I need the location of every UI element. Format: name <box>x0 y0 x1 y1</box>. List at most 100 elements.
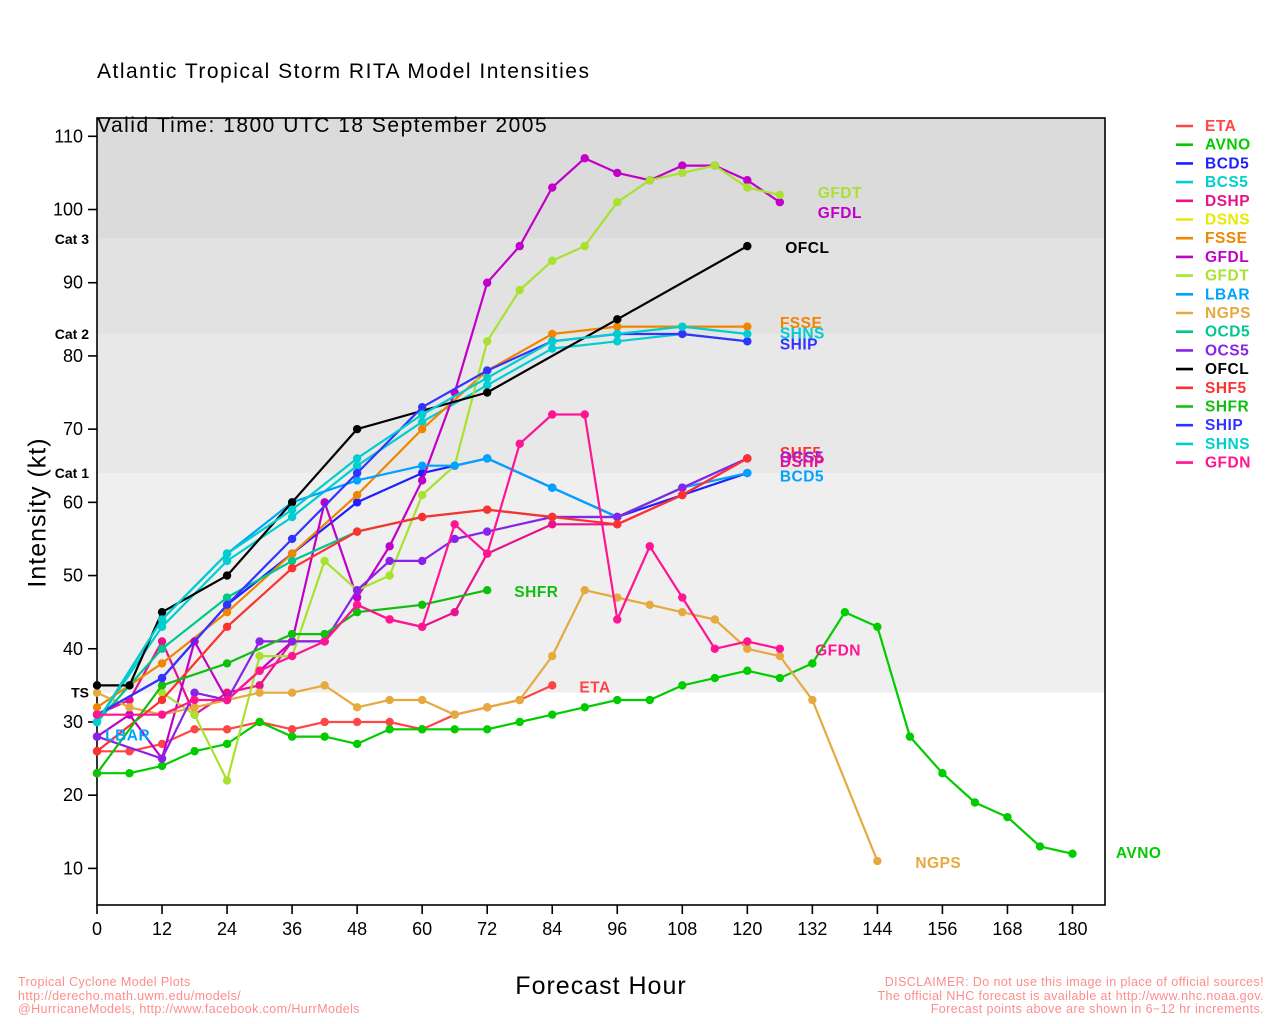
series-point-NGPS <box>645 600 654 610</box>
series-point-BCD5 <box>352 498 362 507</box>
series-point-SHNS <box>222 549 232 558</box>
series-point-LBAR <box>450 461 459 470</box>
series-point-SHNS <box>613 329 622 339</box>
series-point-SHIP <box>482 366 492 375</box>
x-tick-label: 60 <box>412 919 432 939</box>
series-point-SHIP <box>157 673 167 683</box>
series-label-GFDT: GFDT <box>818 185 862 202</box>
series-point-NGPS <box>743 644 752 653</box>
footer-left-line3[interactable]: @HurricaneModels, http://www.facebook.co… <box>18 1002 360 1016</box>
category-label: TS <box>71 685 89 701</box>
series-point-GFDN <box>352 600 362 610</box>
y-tick-label: 90 <box>63 273 83 293</box>
series-point-FSSE <box>92 703 102 712</box>
series-point-AVNO <box>255 717 264 727</box>
series-point-GFDT <box>190 710 199 719</box>
series-point-NGPS <box>255 688 264 697</box>
series-point-AVNO <box>873 622 882 632</box>
x-tick-label: 24 <box>217 919 237 939</box>
series-point-NGPS <box>92 688 102 697</box>
chart-title-line1: Atlantic Tropical Storm RITA Model Inten… <box>97 60 591 83</box>
series-point-NGPS <box>808 695 817 705</box>
series-label-SHIP: SHIP <box>780 337 818 354</box>
series-point-AVNO <box>548 710 557 719</box>
series-point-LBAR <box>417 461 427 470</box>
series-point-SHIP <box>417 402 427 412</box>
series-point-OFCL <box>125 681 134 690</box>
series-point-GFDT <box>645 176 654 185</box>
series-point-GFDN <box>287 651 297 661</box>
series-point-SHIP <box>352 468 362 478</box>
legend-label-BCD5: BCD5 <box>1205 155 1249 172</box>
series-point-GFDN <box>417 622 427 632</box>
series-point-AVNO <box>222 739 232 749</box>
x-tick-label: 96 <box>607 919 627 939</box>
legend-label-SHFR: SHFR <box>1205 399 1249 416</box>
footer-left-line2[interactable]: http://derecho.math.uwm.edu/models/ <box>18 988 242 1003</box>
series-point-OCS5 <box>417 556 427 566</box>
series-point-FSSE <box>222 607 232 617</box>
series-point-GFDL <box>482 278 492 287</box>
series-point-SHNS <box>92 717 102 727</box>
x-tick-label: 12 <box>152 919 172 939</box>
series-point-ETA <box>287 725 297 734</box>
series-point-DSHP <box>548 520 557 529</box>
series-point-GFDT <box>548 256 557 265</box>
series-point-GFDN <box>255 666 264 675</box>
legend-label-SHF5: SHF5 <box>1205 380 1247 397</box>
series-point-GFDL <box>613 168 622 178</box>
y-tick-label: 80 <box>63 346 83 366</box>
series-point-LBAR <box>548 483 557 492</box>
x-tick-label: 72 <box>477 919 497 939</box>
series-point-FSSE <box>157 659 167 668</box>
series-point-BCS5 <box>548 344 557 353</box>
footer-right-line2: The official NHC forecast is available a… <box>877 988 1264 1003</box>
series-point-OCS5 <box>613 512 622 522</box>
category-label: Cat 3 <box>55 231 89 247</box>
series-point-AVNO <box>385 725 394 734</box>
series-point-OCS5 <box>92 732 102 741</box>
x-tick-label: 120 <box>732 919 762 939</box>
series-point-SHF5 <box>548 512 557 522</box>
legend-label-GFDL: GFDL <box>1205 249 1249 266</box>
series-label-SHFR: SHFR <box>514 584 558 601</box>
series-point-DSHP <box>255 681 264 690</box>
series-point-NGPS <box>515 695 524 705</box>
series-point-BCS5 <box>222 556 232 566</box>
legend-label-SHNS: SHNS <box>1205 436 1250 453</box>
series-point-AVNO <box>450 725 459 734</box>
series-point-DSHP <box>450 607 459 617</box>
series-point-OCS5 <box>287 637 297 646</box>
series-point-GFDT <box>482 337 492 346</box>
series-point-ETA <box>222 725 232 734</box>
series-point-SHIP <box>743 337 752 346</box>
series-label-AVNO: AVNO <box>1116 845 1162 862</box>
series-label-BCD5: BCD5 <box>780 468 824 485</box>
series-line-GFDL <box>96 157 781 760</box>
series-point-OCS5 <box>385 556 394 566</box>
series-point-SHNS <box>417 410 427 419</box>
legend-label-DSHP: DSHP <box>1205 193 1250 210</box>
series-point-SHF5 <box>92 747 102 756</box>
series-label-GFDN: GFDN <box>815 643 861 660</box>
series-point-GFDN <box>320 637 329 646</box>
series-point-OFCL <box>743 241 752 251</box>
series-point-FSSE <box>287 549 297 558</box>
series-point-AVNO <box>1035 842 1045 851</box>
y-axis-label: Intensity (kt) <box>23 437 52 588</box>
series-point-AVNO <box>515 717 524 727</box>
series-point-OFCL <box>352 424 362 434</box>
footer-right-line3: Forecast points above are shown in 6−12 … <box>930 1002 1264 1016</box>
series-point-SHF5 <box>482 505 492 514</box>
series-point-NGPS <box>873 856 882 866</box>
series-line-OCS5 <box>96 457 748 760</box>
series-point-GFDT <box>157 688 167 697</box>
series-point-AVNO <box>417 725 427 734</box>
series-point-NGPS <box>287 688 297 697</box>
series-point-GFDN <box>190 695 199 705</box>
chart-title-line2: Valid Time: 1800 UTC 18 September 2005 <box>97 114 549 137</box>
series-point-GFDT <box>580 241 589 251</box>
series-point-SHFR <box>157 681 167 690</box>
series-point-OFCL <box>287 498 297 507</box>
series-point-SHNS <box>157 615 167 624</box>
